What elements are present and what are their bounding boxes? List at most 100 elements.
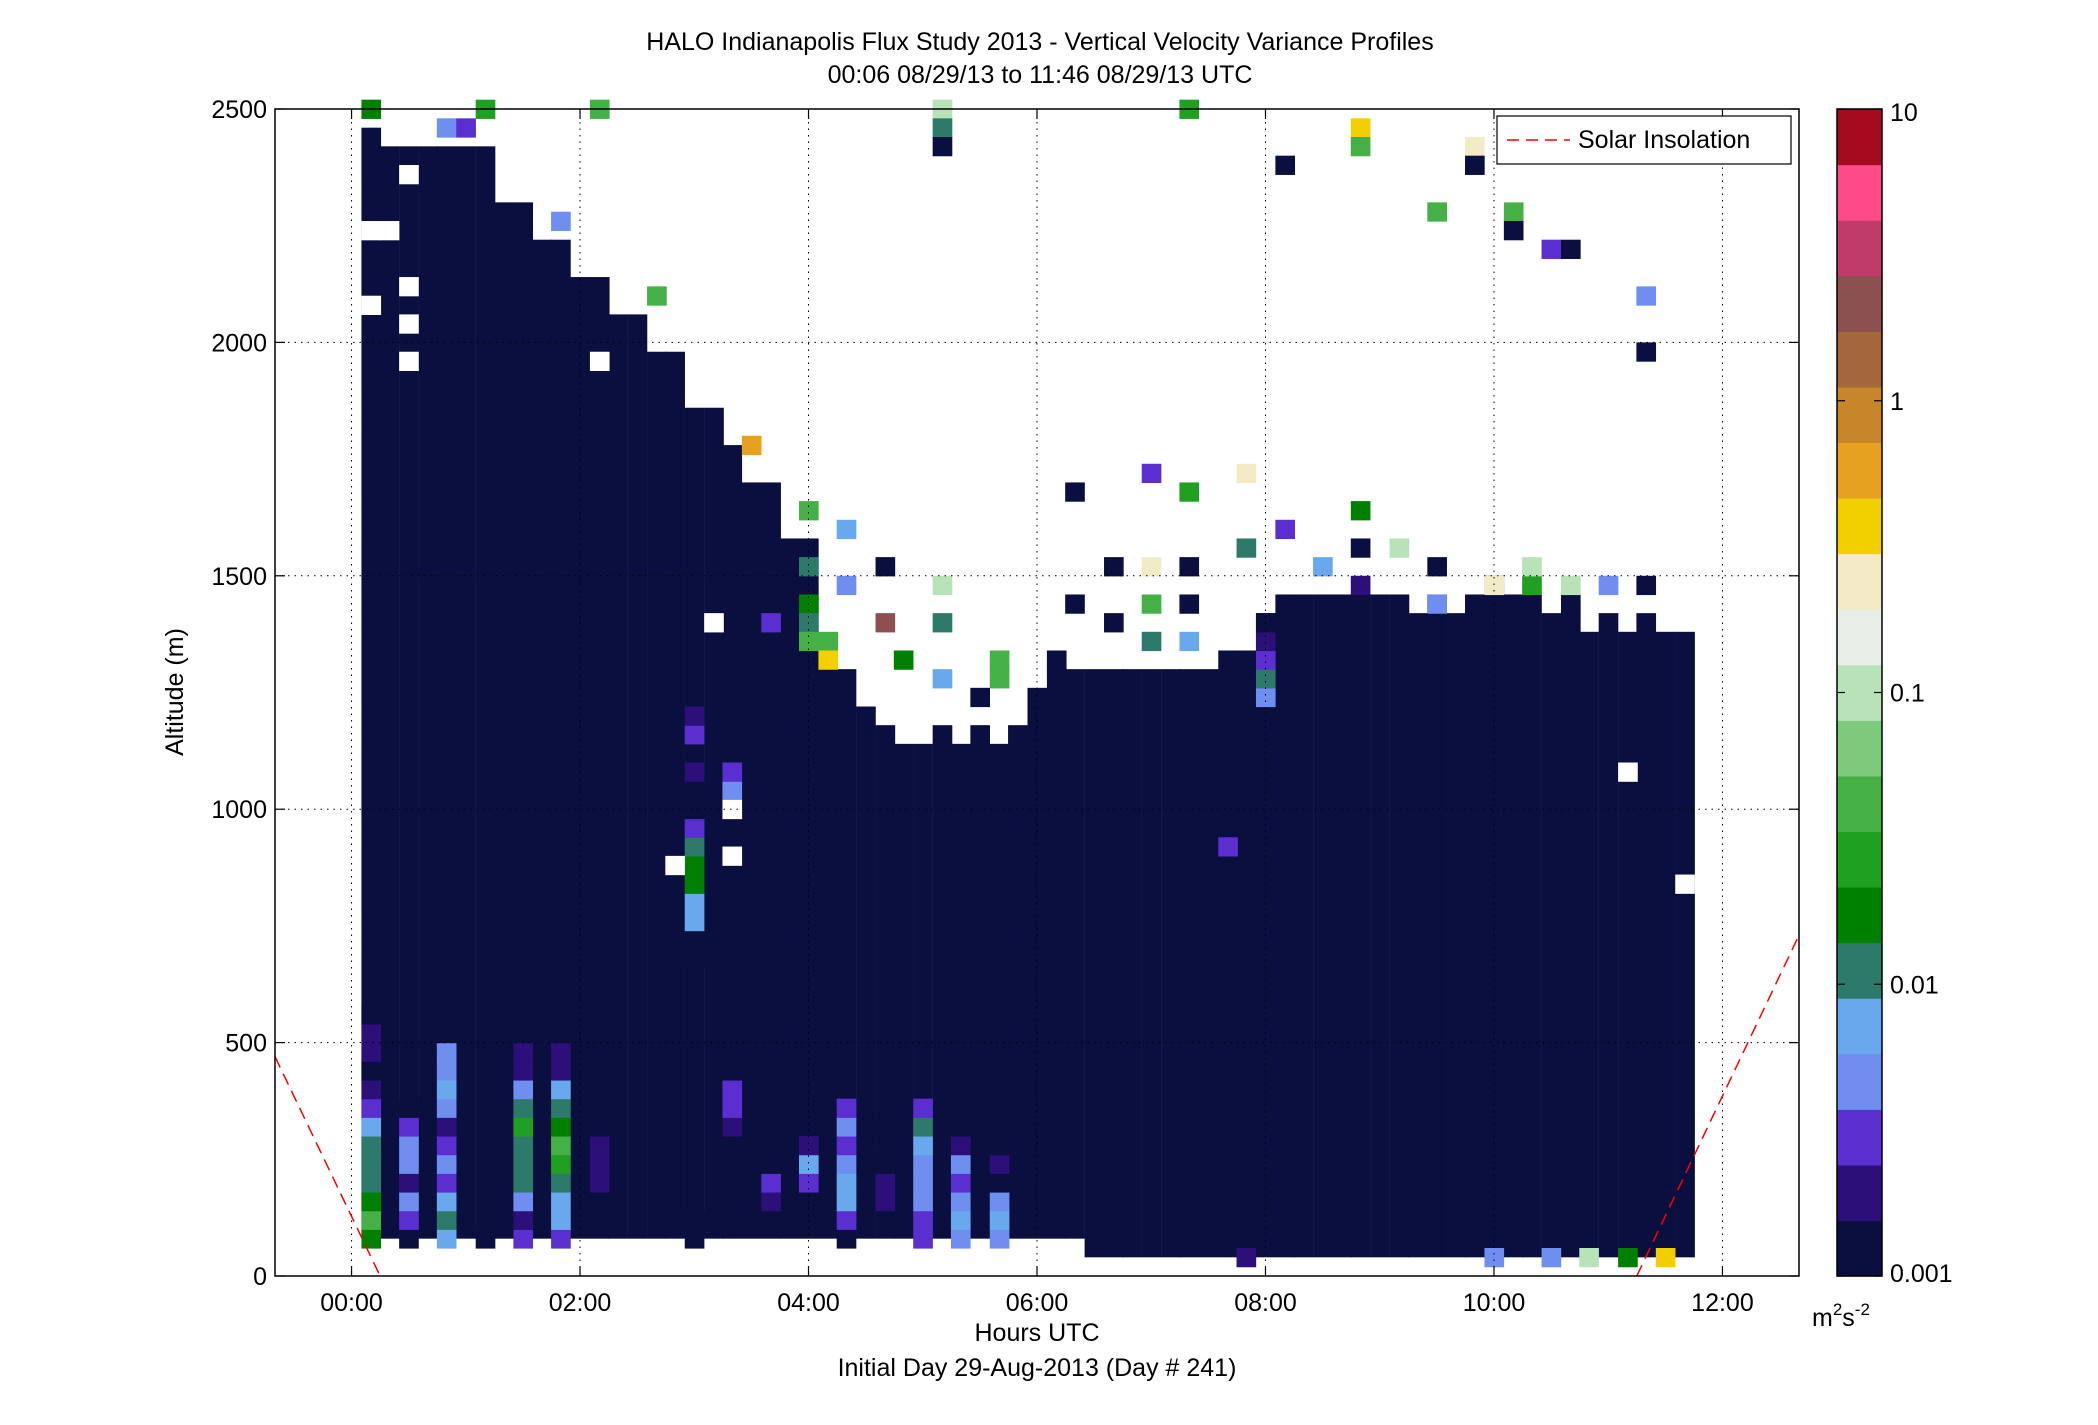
heatmap-cell (551, 1229, 571, 1249)
colorbar-swatch (1837, 720, 1882, 777)
y-tick-label: 2500 (211, 96, 267, 124)
heatmap-cell (589, 1173, 610, 1193)
heatmap-cell (1522, 575, 1542, 596)
heatmap-cell (950, 1191, 971, 1212)
heatmap-cell (989, 1154, 1010, 1174)
colorbar-swatch (1837, 553, 1882, 610)
profile-column (1427, 594, 1447, 1258)
x-tick-label: 12:00 (1691, 1289, 1754, 1317)
heatmap-cell (513, 1154, 534, 1174)
heatmap-cell (551, 1173, 571, 1193)
profile-column (1350, 594, 1371, 1258)
heatmap-cell (970, 687, 991, 708)
heatmap-cell (684, 1229, 705, 1249)
heatmap-cell (1522, 557, 1542, 577)
profile-column (704, 407, 724, 1239)
profile-column (836, 669, 857, 1239)
heatmap-cell (513, 1135, 534, 1156)
heatmap-cell (1218, 837, 1238, 857)
x-tick-label: 00:00 (320, 1289, 383, 1317)
profile-column (1275, 594, 1296, 1258)
heatmap-cell (1141, 594, 1162, 614)
heatmap-cell (399, 1098, 419, 1118)
heatmap-cell (722, 799, 743, 820)
heatmap-cell (456, 118, 476, 138)
heatmap-cell (1350, 538, 1371, 558)
colorbar-tick-label: 0.01 (1890, 971, 1939, 999)
heatmap-cell (950, 1210, 971, 1230)
heatmap-cell (361, 221, 382, 241)
heatmap-cell (436, 1042, 457, 1062)
colorbar-swatch (1837, 998, 1882, 1055)
profile-column (893, 743, 914, 1239)
heatmap-cell (684, 725, 705, 745)
heatmap-cell (684, 837, 705, 857)
profile-column (1161, 669, 1181, 1258)
heatmap-cell (551, 1079, 571, 1100)
heatmap-cell (436, 1023, 457, 1044)
heatmap-cell (399, 351, 419, 372)
heatmap-cell (1255, 650, 1276, 670)
heatmap-cell (551, 1023, 571, 1044)
colorbar-swatch (1837, 609, 1882, 666)
heatmap-cell (1675, 874, 1695, 894)
heatmap-cell (399, 1229, 419, 1249)
heatmap-cell (551, 1135, 571, 1156)
heatmap-cell (913, 1117, 933, 1137)
heatmap-cell (1179, 482, 1200, 502)
heatmap-cell (551, 1061, 571, 1081)
heatmap-cell (436, 1173, 457, 1193)
heatmap-cell (875, 1117, 896, 1137)
colorbar-swatch (1837, 386, 1882, 444)
heatmap-cell (989, 650, 1010, 670)
heatmap-cell (1560, 575, 1581, 596)
heatmap-cell (684, 762, 705, 782)
profile-column (475, 146, 496, 1239)
profile-column (932, 725, 953, 1239)
heatmap-cell (913, 1229, 933, 1249)
heatmap-cell (399, 1154, 419, 1174)
heatmap-cell (761, 1173, 781, 1193)
profile-column (436, 146, 457, 1239)
heatmap-cell (1141, 631, 1162, 652)
heatmap-cell (513, 1229, 534, 1249)
x-tick-label: 08:00 (1234, 1289, 1297, 1317)
heatmap-cell (513, 1117, 534, 1137)
heatmap-cell (684, 799, 705, 820)
colorbar-swatch (1837, 331, 1882, 388)
heatmap-cell (1427, 594, 1447, 614)
heatmap-cell (836, 1210, 857, 1230)
heatmap-cell (836, 575, 857, 596)
profile-column (818, 669, 839, 1239)
heatmap-cell (361, 1061, 382, 1081)
profile-column (1065, 669, 1085, 1239)
heatmap-cell (989, 1173, 1010, 1193)
x-axis-label: Hours UTC (974, 1319, 1099, 1347)
heatmap-cell (1255, 631, 1276, 652)
profile-column (1008, 725, 1028, 1239)
heatmap-cell (1255, 687, 1276, 708)
solar-insolation-lines (274, 934, 1800, 1277)
chart-subtitle: 00:06 08/29/13 to 11:46 08/29/13 UTC (828, 61, 1253, 89)
profile-column (1122, 669, 1142, 1258)
heatmap-cell (1255, 706, 1276, 726)
heatmap-cell (913, 1173, 933, 1193)
heatmap-cell (913, 1154, 933, 1174)
heatmap-cell (551, 211, 571, 231)
heatmap-cell (399, 1135, 419, 1156)
heatmap-cell (722, 781, 743, 801)
heatmap-cell (875, 613, 896, 633)
x-tick-label: 06:00 (1006, 1289, 1069, 1317)
heatmap-cell (513, 1061, 534, 1081)
colorbar-swatch (1837, 164, 1882, 221)
heatmap-cell (1255, 837, 1276, 857)
profile-column (741, 482, 762, 1239)
heatmap-cell (513, 1173, 534, 1193)
heatmap-cell (1503, 221, 1524, 241)
profile-column (1293, 594, 1314, 1258)
heatmap-cell (436, 118, 457, 138)
heatmap-cell (361, 1173, 382, 1193)
profile-column (1503, 594, 1524, 1258)
heatmap-cell (913, 1210, 933, 1230)
heatmap-cell (361, 1229, 382, 1249)
